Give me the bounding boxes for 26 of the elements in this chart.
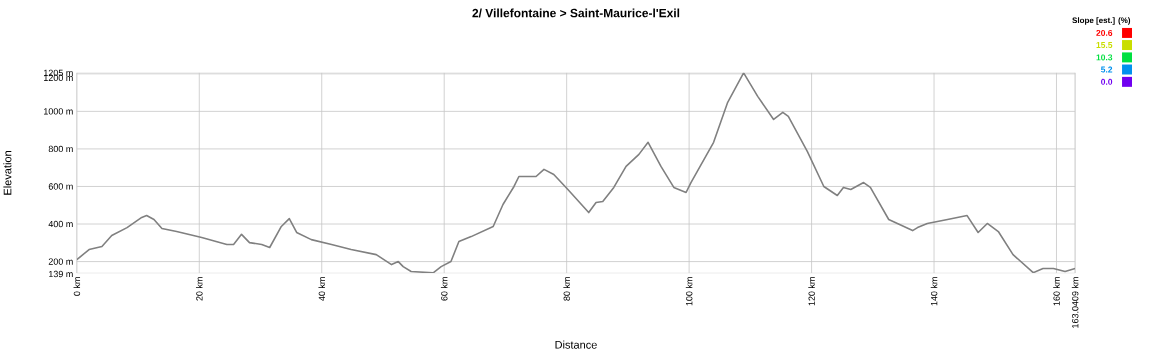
x-tick-label: 0 km: [73, 277, 81, 296]
color-bar-label: 0.0: [1101, 78, 1113, 85]
x-tick-label: 40 km: [318, 277, 326, 301]
y-tick-label: 200 m: [48, 258, 73, 265]
x-tick-label: 163.0409 km: [1071, 277, 1079, 328]
color-bar-label: 5.2: [1100, 66, 1113, 73]
y-tick-label: 139 m: [49, 270, 73, 278]
x-tick-label: 140 km: [930, 277, 938, 306]
y-tick-label: 600 m: [48, 183, 73, 190]
x-tick-label: 160 km: [1053, 277, 1060, 306]
y-tick-label: 1000 m: [44, 108, 73, 115]
color-bar-label: 10.3: [1096, 54, 1113, 61]
x-tick-label: 120 km: [808, 277, 815, 306]
color-bar-label: 20.6: [1096, 29, 1113, 36]
line-series: [76, 72, 1076, 274]
x-tick-label: 80 km: [563, 277, 570, 301]
y-tick-label: 400 m: [48, 220, 73, 228]
y-tick-label: 1205 m: [44, 69, 73, 77]
x-tick-label: 20 km: [195, 277, 203, 301]
x-tick-label: 60 km: [440, 277, 448, 301]
chart-title: 2/ Villefontaine > Saint-Maurice-l'Exil: [472, 8, 680, 18]
x-axis-title: Distance: [555, 340, 597, 349]
color-bar-label: 15.5: [1096, 42, 1113, 49]
x-tick-label: 100 km: [685, 277, 693, 306]
y-axis-title: Elevation: [3, 151, 12, 195]
y-tick-label: 800 m: [48, 145, 73, 153]
